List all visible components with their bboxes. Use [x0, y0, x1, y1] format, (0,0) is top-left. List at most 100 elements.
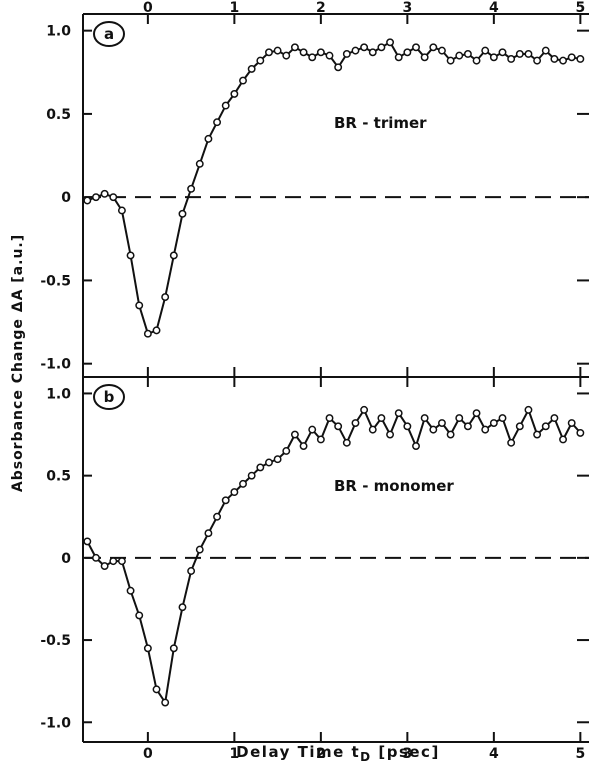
data-point: [368, 48, 377, 57]
data-point: [247, 64, 256, 73]
y-tick-label: -0.5: [40, 273, 71, 289]
data-point: [463, 50, 472, 58]
x-tick-label: 2: [316, 746, 326, 762]
series-line: [86, 408, 582, 704]
x-axis-label-unit: [psec]: [372, 743, 440, 761]
data-point: [92, 553, 100, 562]
data-point: [446, 56, 455, 65]
y-tick-label: 1.0: [46, 386, 71, 402]
panel-tag-circle: [93, 21, 125, 47]
data-point: [559, 435, 568, 444]
data-point: [550, 55, 559, 63]
data-point: [169, 644, 178, 653]
x-axis-label-sub: D: [360, 750, 371, 764]
data-point: [265, 48, 273, 57]
data-point: [316, 435, 325, 444]
data-point: [230, 488, 239, 497]
data-point: [92, 193, 100, 202]
data-point: [351, 46, 360, 55]
y-tick-label: -1.0: [40, 715, 71, 731]
data-point: [256, 56, 265, 65]
y-tick-label: 1.0: [46, 24, 71, 40]
data-point: [282, 447, 291, 455]
y-tick-label: 0: [61, 551, 71, 567]
data-point: [403, 48, 412, 57]
data-point: [143, 644, 152, 653]
data-point: [316, 48, 325, 57]
data-point: [325, 414, 334, 423]
data-point: [204, 529, 213, 538]
data-point: [541, 46, 550, 55]
data-point: [239, 479, 247, 488]
data-point: [412, 442, 420, 451]
data-point: [515, 422, 524, 431]
data-point: [126, 251, 135, 260]
data-point: [498, 48, 507, 57]
data-point: [455, 51, 464, 60]
data-point: [472, 56, 481, 65]
y-tick-label: 0.5: [46, 107, 71, 123]
data-point: [377, 414, 386, 423]
data-point: [126, 586, 135, 595]
x-tick-label-top: 0: [143, 0, 153, 16]
data-point: [178, 603, 187, 612]
data-point: [135, 611, 144, 620]
data-point: [213, 512, 222, 521]
data-point: [273, 455, 282, 464]
data-point: [290, 430, 299, 439]
x-tick-label: 1: [229, 746, 239, 762]
series-line: [86, 41, 581, 335]
data-point: [498, 414, 507, 423]
data-point: [117, 557, 126, 566]
data-point: [412, 43, 420, 52]
data-point: [541, 422, 550, 431]
data-point: [334, 422, 343, 431]
data-point: [559, 56, 568, 65]
data-point: [187, 184, 196, 193]
data-point: [360, 43, 369, 52]
data-point: [161, 293, 170, 302]
data-point: [420, 414, 429, 423]
panel-tag-label: a: [104, 25, 114, 43]
data-point: [507, 55, 516, 63]
data-point: [169, 251, 178, 260]
y-tick-label: -1.0: [40, 357, 71, 373]
data-point: [117, 206, 126, 215]
x-tick-label-top: 5: [575, 0, 585, 16]
data-point: [325, 51, 334, 60]
data-point: [152, 326, 161, 335]
data-point: [524, 50, 533, 58]
panel-b: 1.0 0.5 0 -0.5 -1.0 0 1 2 3 4 5 b BR - monomer: [40, 376, 589, 762]
data-point: [299, 48, 308, 57]
data-point: [360, 405, 369, 414]
data-point: [100, 562, 109, 571]
x-tick-label-top: 4: [489, 0, 499, 16]
data-point: [394, 53, 403, 62]
data-point: [308, 53, 317, 62]
data-point: [342, 438, 351, 447]
x-tick-label-top: 2: [316, 0, 326, 16]
panel-annotation: BR - monomer: [334, 477, 454, 495]
data-point: [550, 414, 559, 423]
data-point: [161, 698, 170, 707]
data-point: [386, 430, 395, 439]
data-point: [567, 53, 576, 62]
data-point: [438, 419, 446, 427]
x-tick-label: 4: [489, 746, 499, 762]
data-point: [109, 193, 118, 202]
x-tick-label: 5: [575, 746, 585, 762]
x-tick-label-top: 3: [402, 0, 412, 16]
data-point: [455, 414, 464, 423]
panel-annotation: BR - trimer: [334, 114, 427, 132]
data-point: [282, 51, 291, 60]
data-point: [420, 53, 429, 62]
data-point: [195, 159, 204, 168]
data-point: [489, 53, 498, 62]
data-point: [394, 409, 403, 418]
data-point: [472, 409, 481, 418]
data-point: [377, 43, 386, 52]
data-point: [429, 425, 438, 434]
data-point: [187, 567, 196, 575]
data-point: [273, 46, 282, 55]
